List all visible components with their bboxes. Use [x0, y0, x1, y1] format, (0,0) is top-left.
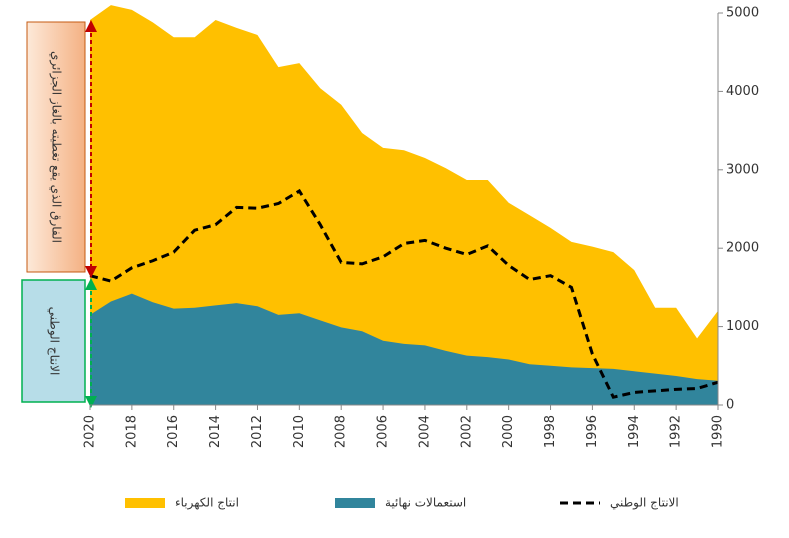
y-tick-label: 5000 [726, 6, 759, 21]
x-tick-label: 1996 [585, 415, 600, 448]
x-tick-label: 2018 [124, 415, 139, 448]
y-tick-label: 2000 [726, 241, 759, 256]
legend-label: انتاج الكهرباء [175, 496, 239, 511]
legend-swatch [335, 498, 375, 508]
x-tick-label: 2002 [459, 415, 474, 448]
x-tick-label: 1994 [627, 415, 642, 448]
gap-annotation: الفارق الذي يقع تغطيته بالغاز الجزائري [49, 51, 64, 243]
x-tick-label: 2000 [501, 415, 516, 448]
x-tick-label: 2006 [376, 415, 391, 448]
y-tick-label: 4000 [726, 84, 759, 99]
area [90, 293, 718, 405]
x-tick-label: 2016 [166, 415, 181, 448]
x-tick-label: 1990 [711, 415, 726, 448]
x-tick-label: 2020 [83, 415, 98, 448]
x-tick-label: 2004 [417, 415, 432, 448]
y-tick-label: 1000 [726, 319, 759, 334]
line [89, 188, 719, 399]
x-tick-label: 2014 [208, 415, 223, 448]
legend-label: الانتاج الوطني [610, 496, 679, 511]
legend-swatch [125, 498, 165, 508]
x-tick-label: 2008 [334, 415, 349, 448]
y-tick-label: 3000 [726, 162, 759, 177]
national-annotation: الانتاج الوطني [47, 307, 62, 376]
gap-box [26, 21, 86, 273]
x-tick-label: 2012 [250, 415, 265, 448]
plot-area [89, 5, 719, 405]
y-tick-label: 0 [726, 398, 734, 413]
x-tick-label: 1992 [669, 415, 684, 448]
legend-label: استعمالات نهائية [385, 496, 466, 510]
x-tick-label: 1998 [543, 415, 558, 448]
x-tick-label: 2010 [292, 415, 307, 448]
